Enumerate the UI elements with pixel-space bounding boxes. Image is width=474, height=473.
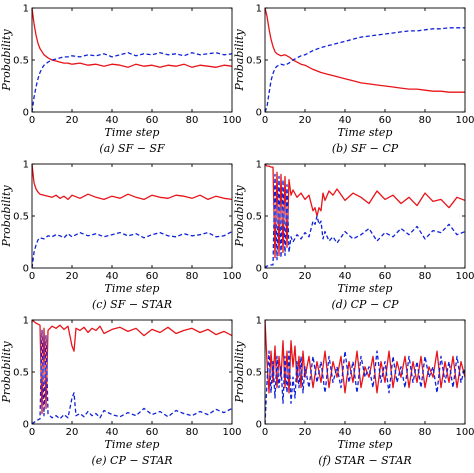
y-tick-label: 0.5: [246, 56, 262, 67]
y-tick-label: 0: [256, 264, 262, 275]
x-axis-title: Time step: [338, 126, 393, 139]
x-tick-label: 80: [419, 427, 432, 438]
x-axis-title: Time step: [105, 282, 160, 295]
y-tick-label: 0: [23, 420, 29, 431]
y-tick-label: 0.5: [13, 212, 29, 223]
series-line-dashed: [265, 350, 465, 424]
x-tick-label: 40: [106, 427, 119, 438]
plot-frame: [264, 319, 466, 425]
series-line-dashed: [265, 27, 465, 112]
y-tick-label: 1: [23, 316, 29, 327]
x-tick-label: 60: [146, 115, 159, 126]
y-axis-title: Probability: [0, 185, 13, 248]
y-axis-title: Probability: [233, 341, 246, 404]
y-tick-label: 0: [256, 108, 262, 119]
subplot-2: 0 20 40 60 80 100 0 0.5 1 Time step Probability (b)…: [233, 4, 474, 156]
x-tick-label: 40: [339, 427, 352, 438]
x-tick-label: 80: [419, 271, 432, 282]
x-tick-label: 60: [379, 115, 392, 126]
x-tick-label: 0: [262, 427, 268, 438]
y-tick-label: 0.5: [246, 368, 262, 379]
y-tick-label: 1: [256, 4, 262, 15]
x-tick-label: 20: [66, 427, 79, 438]
x-tick-label: 20: [299, 271, 312, 282]
y-tick-label: 0: [256, 420, 262, 431]
x-tick-label: 60: [379, 427, 392, 438]
x-axis-title: Time step: [338, 438, 393, 451]
x-tick-label: 0: [262, 115, 268, 126]
subplot-caption: (b) SF − CP: [332, 142, 399, 155]
x-tick-label: 40: [339, 115, 352, 126]
plot-frame: [31, 163, 233, 269]
x-tick-label: 100: [455, 115, 474, 126]
series-line-solid: [32, 8, 232, 68]
series-line-dashed: [32, 52, 232, 112]
subplot-caption: (d) CP − CP: [332, 298, 400, 311]
y-tick-label: 0: [23, 264, 29, 275]
series-line-dashed: [265, 173, 465, 268]
plot-frame: [264, 163, 466, 269]
y-axis-title: Probability: [233, 29, 246, 92]
plot-frame: [264, 7, 466, 113]
x-tick-label: 0: [29, 115, 35, 126]
x-tick-label: 0: [29, 271, 35, 282]
y-tick-label: 0: [23, 108, 29, 119]
x-tick-label: 40: [106, 271, 119, 282]
x-tick-label: 20: [299, 427, 312, 438]
x-tick-label: 80: [186, 115, 199, 126]
x-tick-label: 100: [222, 115, 241, 126]
x-tick-label: 80: [186, 427, 199, 438]
subplot-caption: (e) CP − STAR: [91, 454, 172, 467]
y-tick-label: 1: [256, 160, 262, 171]
x-tick-label: 20: [66, 115, 79, 126]
x-tick-label: 40: [106, 115, 119, 126]
plot-frame: [31, 7, 233, 113]
y-axis-title: Probability: [0, 29, 13, 92]
x-axis-title: Time step: [105, 126, 160, 139]
y-tick-label: 0.5: [13, 368, 29, 379]
x-tick-label: 0: [262, 271, 268, 282]
series-line-solid: [265, 8, 465, 93]
x-tick-label: 100: [222, 271, 241, 282]
x-tick-label: 80: [186, 271, 199, 282]
x-tick-label: 0: [29, 427, 35, 438]
x-tick-label: 60: [379, 271, 392, 282]
x-axis-title: Time step: [105, 438, 160, 451]
x-tick-label: 20: [299, 115, 312, 126]
subplot-5: 0 20 40 60 80 100 0 0.5 1 Time step Probability (e)…: [0, 316, 242, 468]
x-tick-label: 100: [455, 271, 474, 282]
series-line-dashed: [32, 231, 232, 268]
x-tick-label: 20: [66, 271, 79, 282]
subplot-caption: (f) STAR − STAR: [318, 454, 411, 467]
y-tick-label: 0.5: [13, 56, 29, 67]
series-line-solid: [32, 164, 232, 201]
subplot-caption: (a) SF − SF: [99, 142, 165, 155]
x-tick-label: 40: [339, 271, 352, 282]
x-axis-title: Time step: [338, 282, 393, 295]
subplot-3: 0 20 40 60 80 100 0 0.5 1 Time step Probability (c)…: [0, 160, 242, 312]
y-tick-label: 1: [23, 4, 29, 15]
series-line-dashed: [32, 329, 232, 424]
subplot-caption: (c) SF − STAR: [92, 298, 172, 311]
subplot-6: 0 20 40 60 80 100 0 0.5 1 Time step Probability (f)…: [233, 316, 474, 468]
y-axis-title: Probability: [233, 185, 246, 248]
series-line-solid: [32, 320, 232, 415]
x-tick-label: 60: [146, 427, 159, 438]
series-line-solid: [265, 320, 465, 394]
x-tick-label: 100: [455, 427, 474, 438]
series-line-solid: [265, 164, 465, 259]
subplot-1: 0 20 40 60 80 100 0 0.5 1 Time step Probability (a)…: [0, 4, 242, 156]
plot-frame: [31, 319, 233, 425]
y-tick-label: 1: [23, 160, 29, 171]
subplot-4: 0 20 40 60 80 100 0 0.5 1 Time step Probability (d)…: [233, 160, 474, 312]
x-tick-label: 100: [222, 427, 241, 438]
x-tick-label: 60: [146, 271, 159, 282]
y-tick-label: 0.5: [246, 212, 262, 223]
y-tick-label: 1: [256, 316, 262, 327]
x-tick-label: 80: [419, 115, 432, 126]
y-axis-title: Probability: [0, 341, 13, 404]
